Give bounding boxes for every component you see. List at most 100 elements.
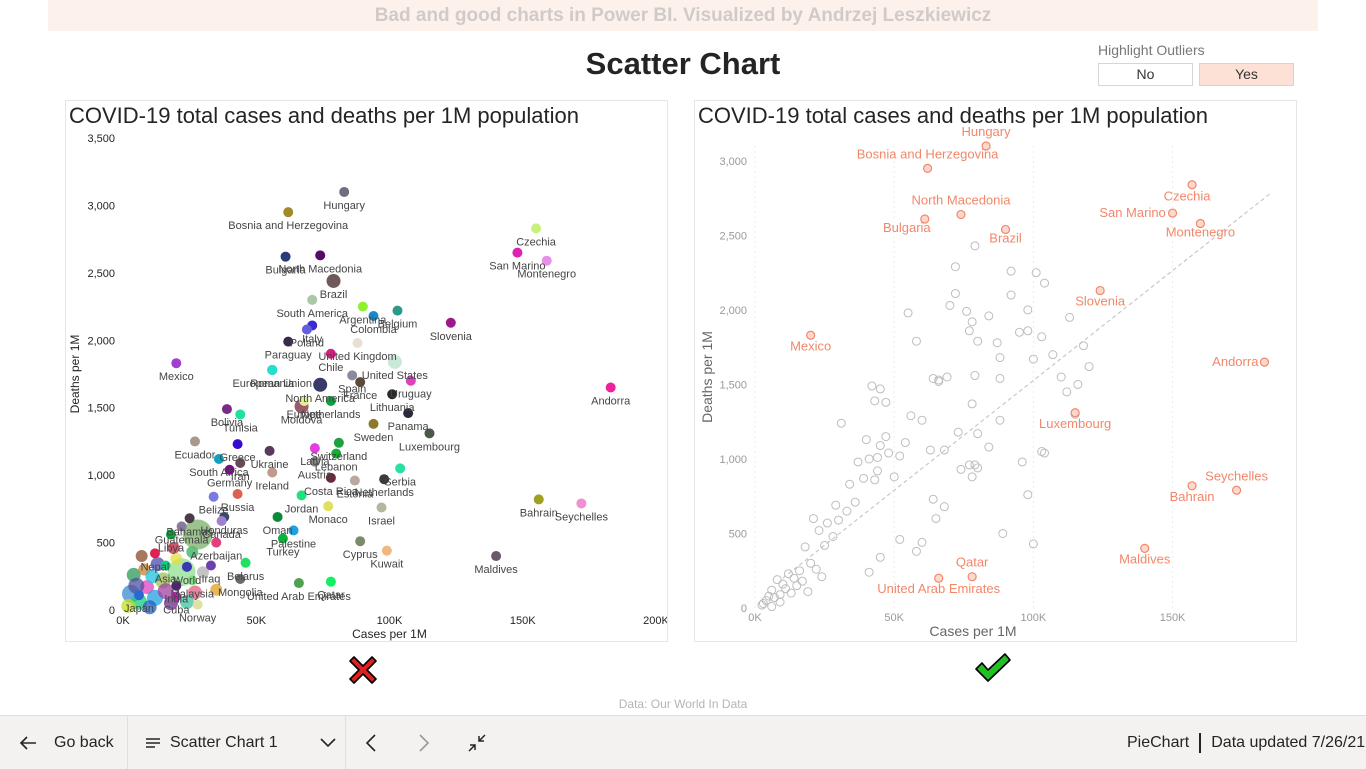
outlier-point (1187, 481, 1197, 491)
data-point (828, 531, 838, 541)
data-point (277, 533, 288, 544)
data-point (995, 373, 1005, 383)
data-point (1006, 266, 1016, 276)
y-tick-label: 2,000 (719, 305, 747, 317)
data-point (171, 591, 182, 602)
outlier-label: Slovenia (1075, 294, 1126, 309)
y-tick-label: 1,000 (719, 454, 747, 466)
data-point (145, 569, 160, 584)
data-label: Kuwait (370, 559, 403, 571)
data-point (184, 513, 195, 524)
data-point (859, 473, 869, 483)
data-label: Qatar (317, 590, 345, 602)
x-tick-label: 200K (643, 615, 667, 627)
data-label: Tunisia (223, 422, 259, 434)
data-point (1028, 539, 1038, 549)
data-point (1017, 457, 1027, 467)
data-label: Bosnia and Herzegovina (228, 220, 349, 232)
data-label: Germany (207, 478, 253, 490)
x-tick-label: 150K (1160, 612, 1186, 624)
data-label: Libya (158, 542, 185, 554)
data-label: Netherlands (355, 487, 415, 499)
data-point (326, 273, 341, 288)
data-point (970, 241, 980, 251)
data-point (1031, 268, 1041, 278)
data-label: United Arab Emirates (247, 591, 351, 603)
data-point (283, 336, 294, 347)
data-point (167, 541, 180, 554)
data-label: Iran (231, 471, 250, 483)
data-point (875, 552, 885, 562)
data-label: Paraguay (265, 350, 313, 362)
data-label: Bolivia (211, 417, 244, 429)
bad-scatter-chart: COVID-19 total cases and deaths per 1M p… (65, 100, 668, 642)
data-point (1023, 326, 1033, 336)
outlier-point (1231, 485, 1242, 495)
report-info: PieChart Data updated 7/26/21 (1127, 716, 1365, 769)
data-point (808, 514, 818, 524)
data-label: Asia (155, 573, 177, 585)
data-label: North America (285, 393, 356, 405)
data-point (307, 294, 318, 305)
outlier-point (1195, 218, 1206, 229)
data-point (781, 584, 791, 594)
data-point (931, 514, 941, 524)
data-point (149, 548, 160, 559)
data-point (187, 585, 202, 600)
data-label: Sweden (354, 432, 394, 444)
data-point (1006, 290, 1016, 300)
outlier-point (920, 214, 930, 224)
data-label: United States (362, 370, 429, 382)
data-point (142, 600, 157, 615)
y-tick-label: 3,000 (719, 156, 747, 168)
data-point (296, 490, 307, 501)
data-point (235, 573, 246, 584)
data-source-note: Data: Our World In Data (618, 697, 748, 711)
outlier-label: Andorra (1212, 354, 1259, 369)
good-scatter-chart: COVID-19 total cases and deaths per 1M p… (694, 100, 1297, 642)
data-point (387, 354, 402, 369)
outlier-point (1259, 357, 1270, 367)
data-point (352, 337, 363, 348)
data-point (870, 475, 880, 485)
data-label: Switzerland (310, 451, 367, 463)
data-point (875, 384, 885, 394)
data-point (323, 501, 334, 512)
data-point (333, 437, 344, 448)
data-label: Maldives (474, 564, 518, 576)
data-label: Lithuania (370, 402, 416, 414)
page-selector[interactable]: Scatter Chart 1 (145, 716, 336, 769)
data-point (884, 448, 894, 458)
slicer-option-no[interactable]: No (1098, 63, 1193, 86)
check-icon (975, 653, 1011, 682)
data-point (758, 599, 768, 609)
data-point (939, 502, 949, 512)
data-point (964, 326, 974, 336)
fit-to-page-button[interactable] (467, 716, 487, 769)
y-axis-label: Deaths per 1M (68, 335, 82, 414)
data-point (962, 306, 972, 316)
data-point (491, 551, 502, 562)
data-point (800, 542, 810, 552)
outlier-point (1095, 285, 1105, 296)
y-tick-label: 0 (741, 603, 747, 615)
previous-page-button[interactable] (364, 716, 378, 769)
data-point (1062, 387, 1072, 397)
data-point (778, 579, 788, 589)
data-point (1040, 278, 1050, 288)
data-point (232, 489, 243, 500)
y-tick-label: 1,500 (87, 403, 115, 415)
go-back-button[interactable]: Go back (18, 716, 114, 769)
cross-icon (349, 656, 377, 684)
slicer-option-yes[interactable]: Yes (1199, 63, 1294, 86)
next-page-button[interactable] (417, 716, 431, 769)
outlier-label: Bahrain (1170, 489, 1215, 504)
data-point (221, 404, 232, 415)
data-point (925, 445, 935, 455)
data-point (309, 456, 320, 467)
data-point (803, 587, 813, 597)
data-point (995, 415, 1005, 425)
data-point (196, 566, 209, 579)
data-label: Romania (250, 378, 295, 390)
data-point (211, 537, 222, 548)
